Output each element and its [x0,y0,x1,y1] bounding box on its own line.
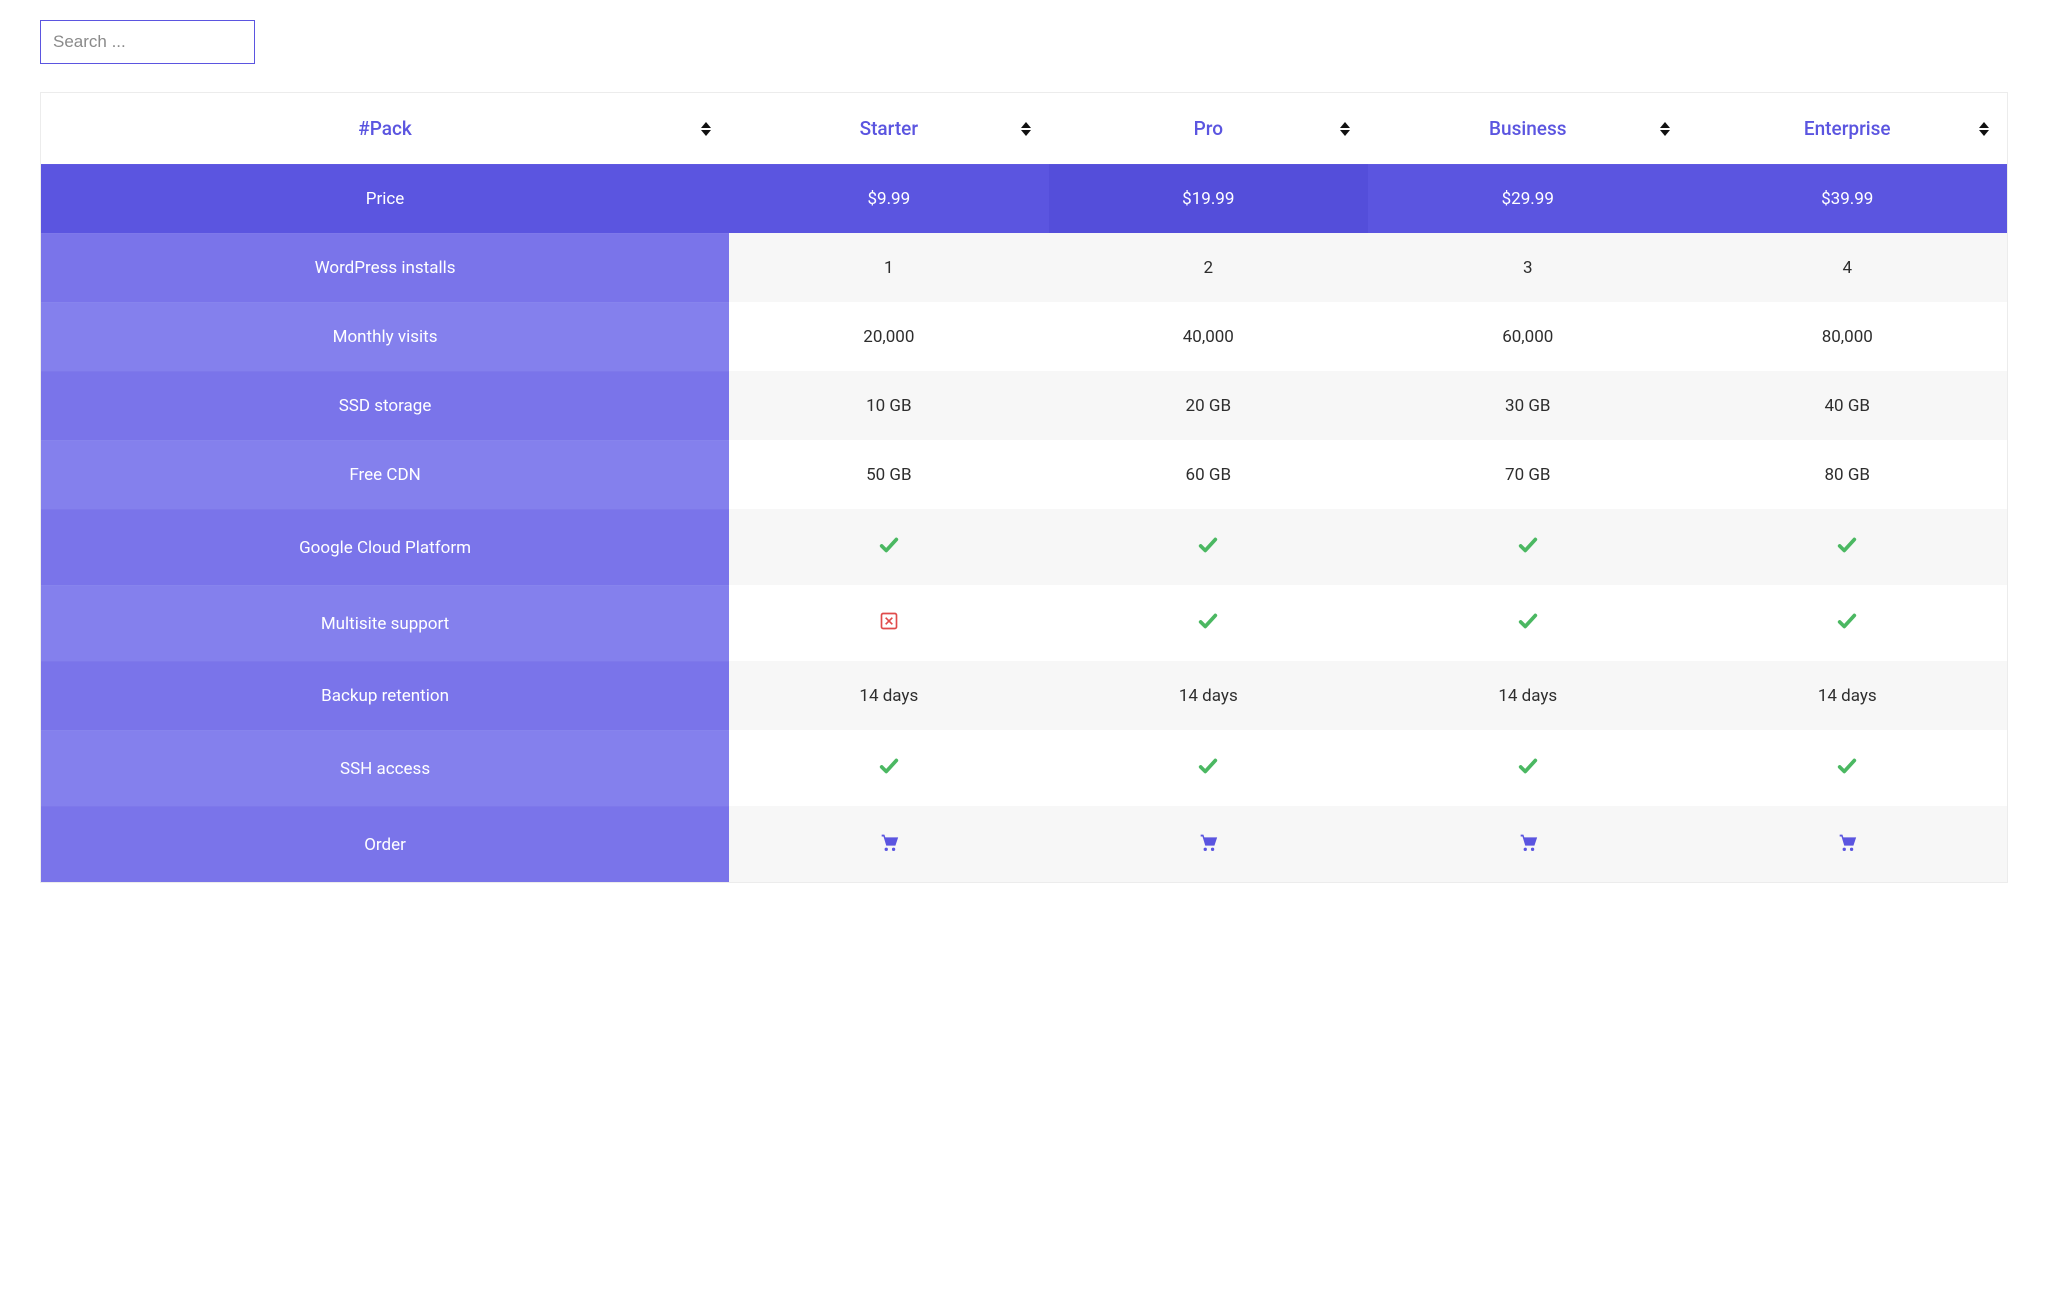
column-header[interactable]: #Pack [41,93,729,164]
row-label: SSD storage [41,371,729,440]
row-label: Order [41,806,729,882]
table-cell[interactable] [729,806,1048,882]
table-cell [729,730,1048,806]
table-cell: $9.99 [729,164,1048,233]
table-cell[interactable] [1049,806,1368,882]
check-icon [1517,762,1539,782]
table-cell: 14 days [1049,661,1368,730]
table-cell: 14 days [1368,661,1687,730]
check-icon [1197,762,1219,782]
sort-icon[interactable] [1340,122,1350,136]
table-cell: 40 GB [1688,371,2008,440]
table-cell: 20 GB [1049,371,1368,440]
table-cell: 50 GB [729,440,1048,509]
table-row: Monthly visits20,00040,00060,00080,000 [41,302,2007,371]
table-cell [1049,509,1368,585]
check-icon [1836,762,1858,782]
table-row: Backup retention14 days14 days14 days14 … [41,661,2007,730]
check-icon [1197,541,1219,561]
table-cell [1368,509,1687,585]
table-cell: 2 [1049,233,1368,302]
table-cell[interactable] [1368,806,1687,882]
cart-icon[interactable] [1517,838,1539,858]
table-cell: 10 GB [729,371,1048,440]
row-label: Google Cloud Platform [41,509,729,585]
row-label: Backup retention [41,661,729,730]
table-cell: 40,000 [1049,302,1368,371]
cart-icon[interactable] [878,838,900,858]
table-cell: $39.99 [1688,164,2008,233]
check-icon [1517,617,1539,637]
row-label: Multisite support [41,585,729,661]
table-cell: 70 GB [1368,440,1687,509]
table-cell: 14 days [729,661,1048,730]
table-cell: 4 [1688,233,2008,302]
table-cell [1688,585,2008,661]
column-header[interactable]: Enterprise [1688,93,2008,164]
table-cell: 1 [729,233,1048,302]
cart-icon[interactable] [1197,838,1219,858]
table-row: Free CDN50 GB60 GB70 GB80 GB [41,440,2007,509]
table-cell: 30 GB [1368,371,1687,440]
table-row: SSH access [41,730,2007,806]
check-icon [1197,617,1219,637]
pricing-table: #Pack Starter Pro Business Enterprise Pr… [40,92,2008,883]
table-cell: 20,000 [729,302,1048,371]
sort-icon[interactable] [701,122,711,136]
table-cell [1368,730,1687,806]
check-icon [878,762,900,782]
check-icon [1836,541,1858,561]
table-cell: 80,000 [1688,302,2008,371]
column-header-label: Pro [1194,117,1223,140]
row-label: Price [41,164,729,233]
table-row: Price$9.99$19.99$29.99$39.99 [41,164,2007,233]
column-header-label: Starter [860,117,918,140]
table-row: Multisite support [41,585,2007,661]
check-icon [1517,541,1539,561]
table-row: Google Cloud Platform [41,509,2007,585]
table-cell [1688,509,2008,585]
cart-icon[interactable] [1836,838,1858,858]
table-cell [729,509,1048,585]
table-cell: 3 [1368,233,1687,302]
table-cell: 14 days [1688,661,2008,730]
check-icon [1836,617,1858,637]
table-cell: $29.99 [1368,164,1687,233]
row-label: WordPress installs [41,233,729,302]
table-cell[interactable] [1688,806,2008,882]
table-cell: 80 GB [1688,440,2008,509]
row-label: Free CDN [41,440,729,509]
sort-icon[interactable] [1021,122,1031,136]
table-cell [1049,730,1368,806]
column-header-label: #Pack [358,117,412,140]
table-cell: $19.99 [1049,164,1368,233]
table-cell: 60,000 [1368,302,1687,371]
column-header[interactable]: Pro [1049,93,1368,164]
table-row: SSD storage10 GB20 GB30 GB40 GB [41,371,2007,440]
table-cell [1688,730,2008,806]
column-header[interactable]: Business [1368,93,1687,164]
table-cell: 60 GB [1049,440,1368,509]
column-header-label: Business [1489,117,1567,140]
column-header[interactable]: Starter [729,93,1048,164]
table-cell [1049,585,1368,661]
row-label: Monthly visits [41,302,729,371]
check-icon [878,541,900,561]
table-row: Order [41,806,2007,882]
table-cell [729,585,1048,661]
row-label: SSH access [41,730,729,806]
search-input[interactable] [40,20,255,64]
sort-icon[interactable] [1660,122,1670,136]
x-icon [879,616,899,636]
table-cell [1368,585,1687,661]
column-header-label: Enterprise [1804,117,1891,140]
sort-icon[interactable] [1979,122,1989,136]
table-row: WordPress installs1234 [41,233,2007,302]
